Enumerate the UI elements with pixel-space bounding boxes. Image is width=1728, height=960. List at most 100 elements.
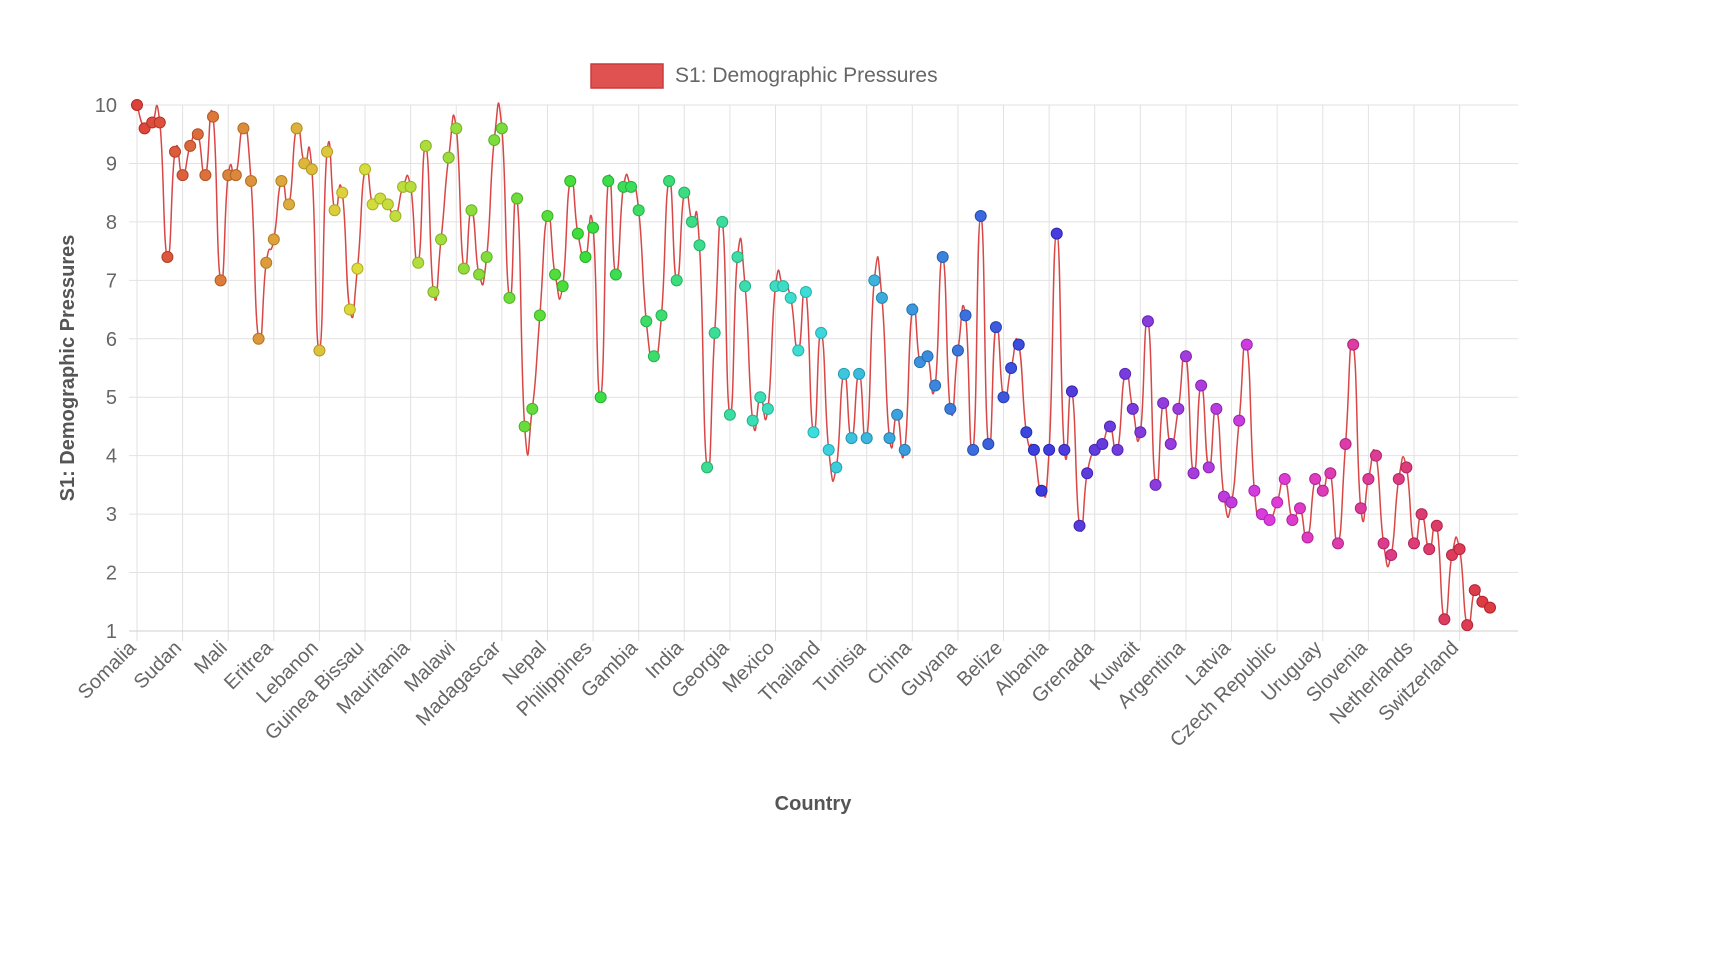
data-point[interactable] [1400, 461, 1413, 474]
data-point[interactable] [184, 139, 197, 152]
data-point[interactable] [1354, 502, 1367, 515]
data-point[interactable] [1278, 473, 1291, 486]
data-point[interactable] [511, 192, 524, 205]
data-point[interactable] [1141, 315, 1154, 328]
data-point[interactable] [685, 215, 698, 228]
data-point[interactable] [480, 250, 493, 263]
data-point[interactable] [921, 350, 934, 363]
data-point[interactable] [1058, 443, 1071, 456]
data-point[interactable] [1309, 473, 1322, 486]
data-point[interactable] [518, 420, 531, 433]
data-point[interactable] [290, 122, 303, 135]
data-point[interactable] [860, 432, 873, 445]
data-point[interactable] [131, 99, 143, 111]
data-point[interactable] [336, 186, 349, 199]
data-point[interactable] [853, 367, 866, 380]
data-point[interactable] [1240, 338, 1253, 351]
data-point[interactable] [1035, 484, 1048, 497]
data-point[interactable] [1005, 362, 1018, 374]
data-point[interactable] [153, 116, 166, 129]
data-point[interactable] [1263, 513, 1276, 526]
data-point[interactable] [176, 169, 189, 182]
data-point[interactable] [404, 180, 417, 193]
data-point[interactable] [837, 367, 850, 380]
data-point[interactable] [1164, 437, 1177, 450]
data-point[interactable] [815, 326, 828, 339]
data-point[interactable] [716, 215, 729, 228]
data-point[interactable] [997, 391, 1010, 404]
data-point[interactable] [1012, 338, 1025, 351]
data-point[interactable] [564, 174, 577, 187]
data-point[interactable] [169, 145, 182, 158]
data-point[interactable] [457, 262, 470, 275]
data-point[interactable] [784, 291, 797, 304]
data-point[interactable] [1081, 467, 1094, 480]
data-point[interactable] [647, 350, 660, 363]
data-point[interactable] [594, 391, 607, 404]
data-point[interactable] [602, 174, 615, 187]
data-point[interactable] [845, 432, 858, 445]
data-point[interactable] [495, 122, 508, 135]
data-point[interactable] [906, 303, 919, 316]
data-point[interactable] [989, 321, 1002, 334]
data-point[interactable] [571, 227, 584, 240]
data-point[interactable] [587, 221, 600, 234]
data-point[interactable] [252, 332, 265, 345]
data-point[interactable] [678, 186, 691, 199]
data-point[interactable] [488, 134, 501, 147]
data-point[interactable] [891, 408, 904, 421]
data-point[interactable] [1484, 601, 1496, 614]
data-point[interactable] [1385, 549, 1398, 562]
data-point[interactable] [731, 250, 744, 263]
data-point[interactable] [473, 268, 486, 281]
data-point[interactable] [951, 344, 964, 357]
data-point[interactable] [974, 210, 987, 223]
data-point[interactable] [419, 139, 432, 152]
data-point[interactable] [1286, 513, 1299, 526]
data-point[interactable] [792, 344, 805, 357]
data-point[interactable] [1225, 496, 1238, 509]
data-point[interactable] [1248, 484, 1261, 497]
data-point[interactable] [191, 128, 204, 141]
data-point[interactable] [1339, 437, 1352, 450]
data-point[interactable] [1157, 397, 1170, 410]
data-point[interactable] [313, 344, 326, 357]
data-point[interactable] [1369, 449, 1382, 462]
data-point[interactable] [1293, 502, 1306, 515]
data-point[interactable] [207, 110, 220, 123]
data-point[interactable] [1065, 385, 1078, 398]
data-point[interactable] [799, 286, 812, 299]
data-point[interactable] [1453, 543, 1466, 556]
data-point[interactable] [229, 169, 242, 182]
data-point[interactable] [343, 303, 356, 316]
data-point[interactable] [381, 198, 394, 211]
data-point[interactable] [1187, 467, 1200, 480]
data-point[interactable] [541, 210, 554, 223]
data-point[interactable] [1468, 584, 1481, 597]
data-point[interactable] [351, 262, 364, 275]
data-point[interactable] [328, 204, 341, 217]
data-point[interactable] [875, 291, 888, 304]
data-point[interactable] [1347, 338, 1360, 351]
data-point[interactable] [1119, 367, 1132, 380]
data-point[interactable] [533, 309, 546, 322]
data-point[interactable] [655, 309, 668, 322]
data-point[interactable] [754, 391, 767, 404]
data-point[interactable] [967, 443, 980, 456]
data-point[interactable] [640, 315, 653, 328]
data-point[interactable] [632, 204, 645, 217]
data-point[interactable] [1210, 402, 1223, 415]
data-point[interactable] [1316, 484, 1329, 497]
data-point[interactable] [670, 274, 683, 287]
data-point[interactable] [1415, 508, 1428, 521]
data-point[interactable] [746, 414, 759, 427]
data-point[interactable] [1423, 543, 1436, 556]
data-point[interactable] [883, 432, 896, 445]
data-point[interactable] [412, 256, 425, 269]
data-point[interactable] [260, 256, 273, 269]
data-point[interactable] [1126, 402, 1139, 415]
data-point[interactable] [1050, 227, 1063, 240]
data-point[interactable] [723, 408, 736, 421]
data-point[interactable] [1202, 461, 1215, 474]
data-point[interactable] [1377, 537, 1390, 550]
